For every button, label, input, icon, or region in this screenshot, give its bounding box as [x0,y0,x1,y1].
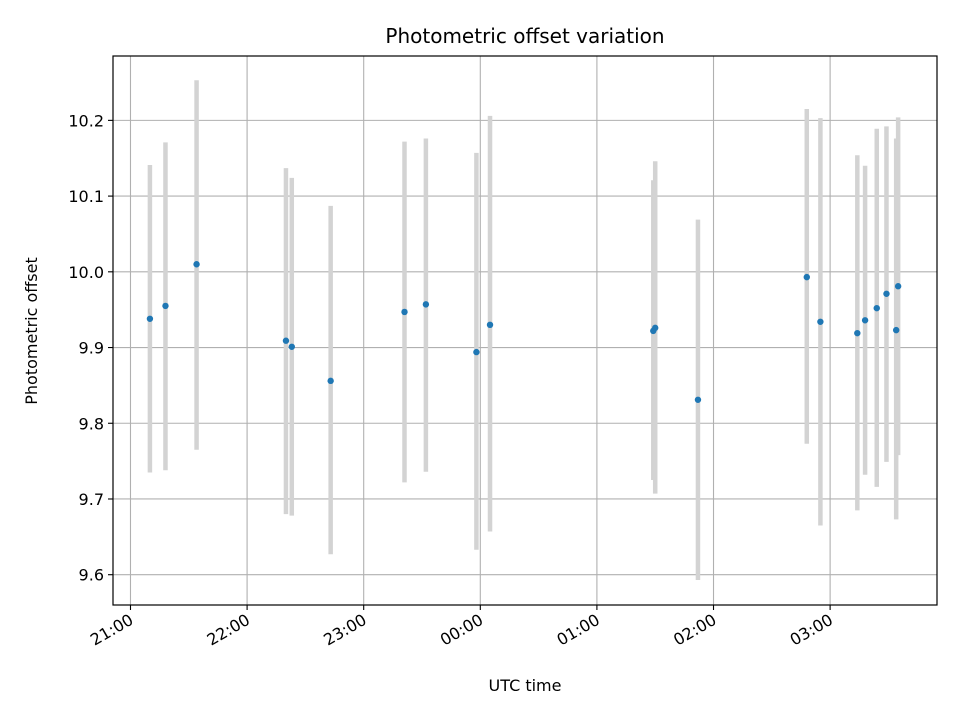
data-point [873,304,880,312]
data-point [861,317,869,324]
y-tick-label: 10.0 [68,263,104,282]
y-tick-label: 9.7 [79,490,104,509]
chart-title: Photometric offset variation [385,24,664,48]
plot-frame [112,55,938,606]
data-point [894,283,902,290]
x-axis-title: UTC time [489,676,562,695]
y-tick-label: 9.9 [79,339,104,358]
data-point [327,377,334,385]
data-point [193,261,200,268]
data-point [694,396,702,403]
data-point [288,343,295,350]
data-point [146,315,154,322]
data-point [473,348,480,356]
data-point [892,326,900,334]
data-point [854,329,861,337]
grid [113,56,937,605]
data-point [803,273,810,281]
data-point [282,337,290,344]
data-point [422,301,430,308]
data-point [401,308,408,316]
y-tick-label: 9.8 [79,414,104,433]
y-axis-title: Photometric offset [22,257,41,405]
data-point [162,302,169,310]
y-tick-label: 9.6 [79,566,104,585]
data-point [652,324,659,332]
data-point [486,321,494,329]
data-points [146,261,902,403]
data-point [817,318,824,325]
data-point [883,290,890,297]
y-tick-label: 10.2 [68,111,104,130]
y-axis: 9.6 9.7 9.8 9.9 10.0 10.1 10.2 [68,111,113,585]
y-tick-label: 10.1 [68,187,104,206]
